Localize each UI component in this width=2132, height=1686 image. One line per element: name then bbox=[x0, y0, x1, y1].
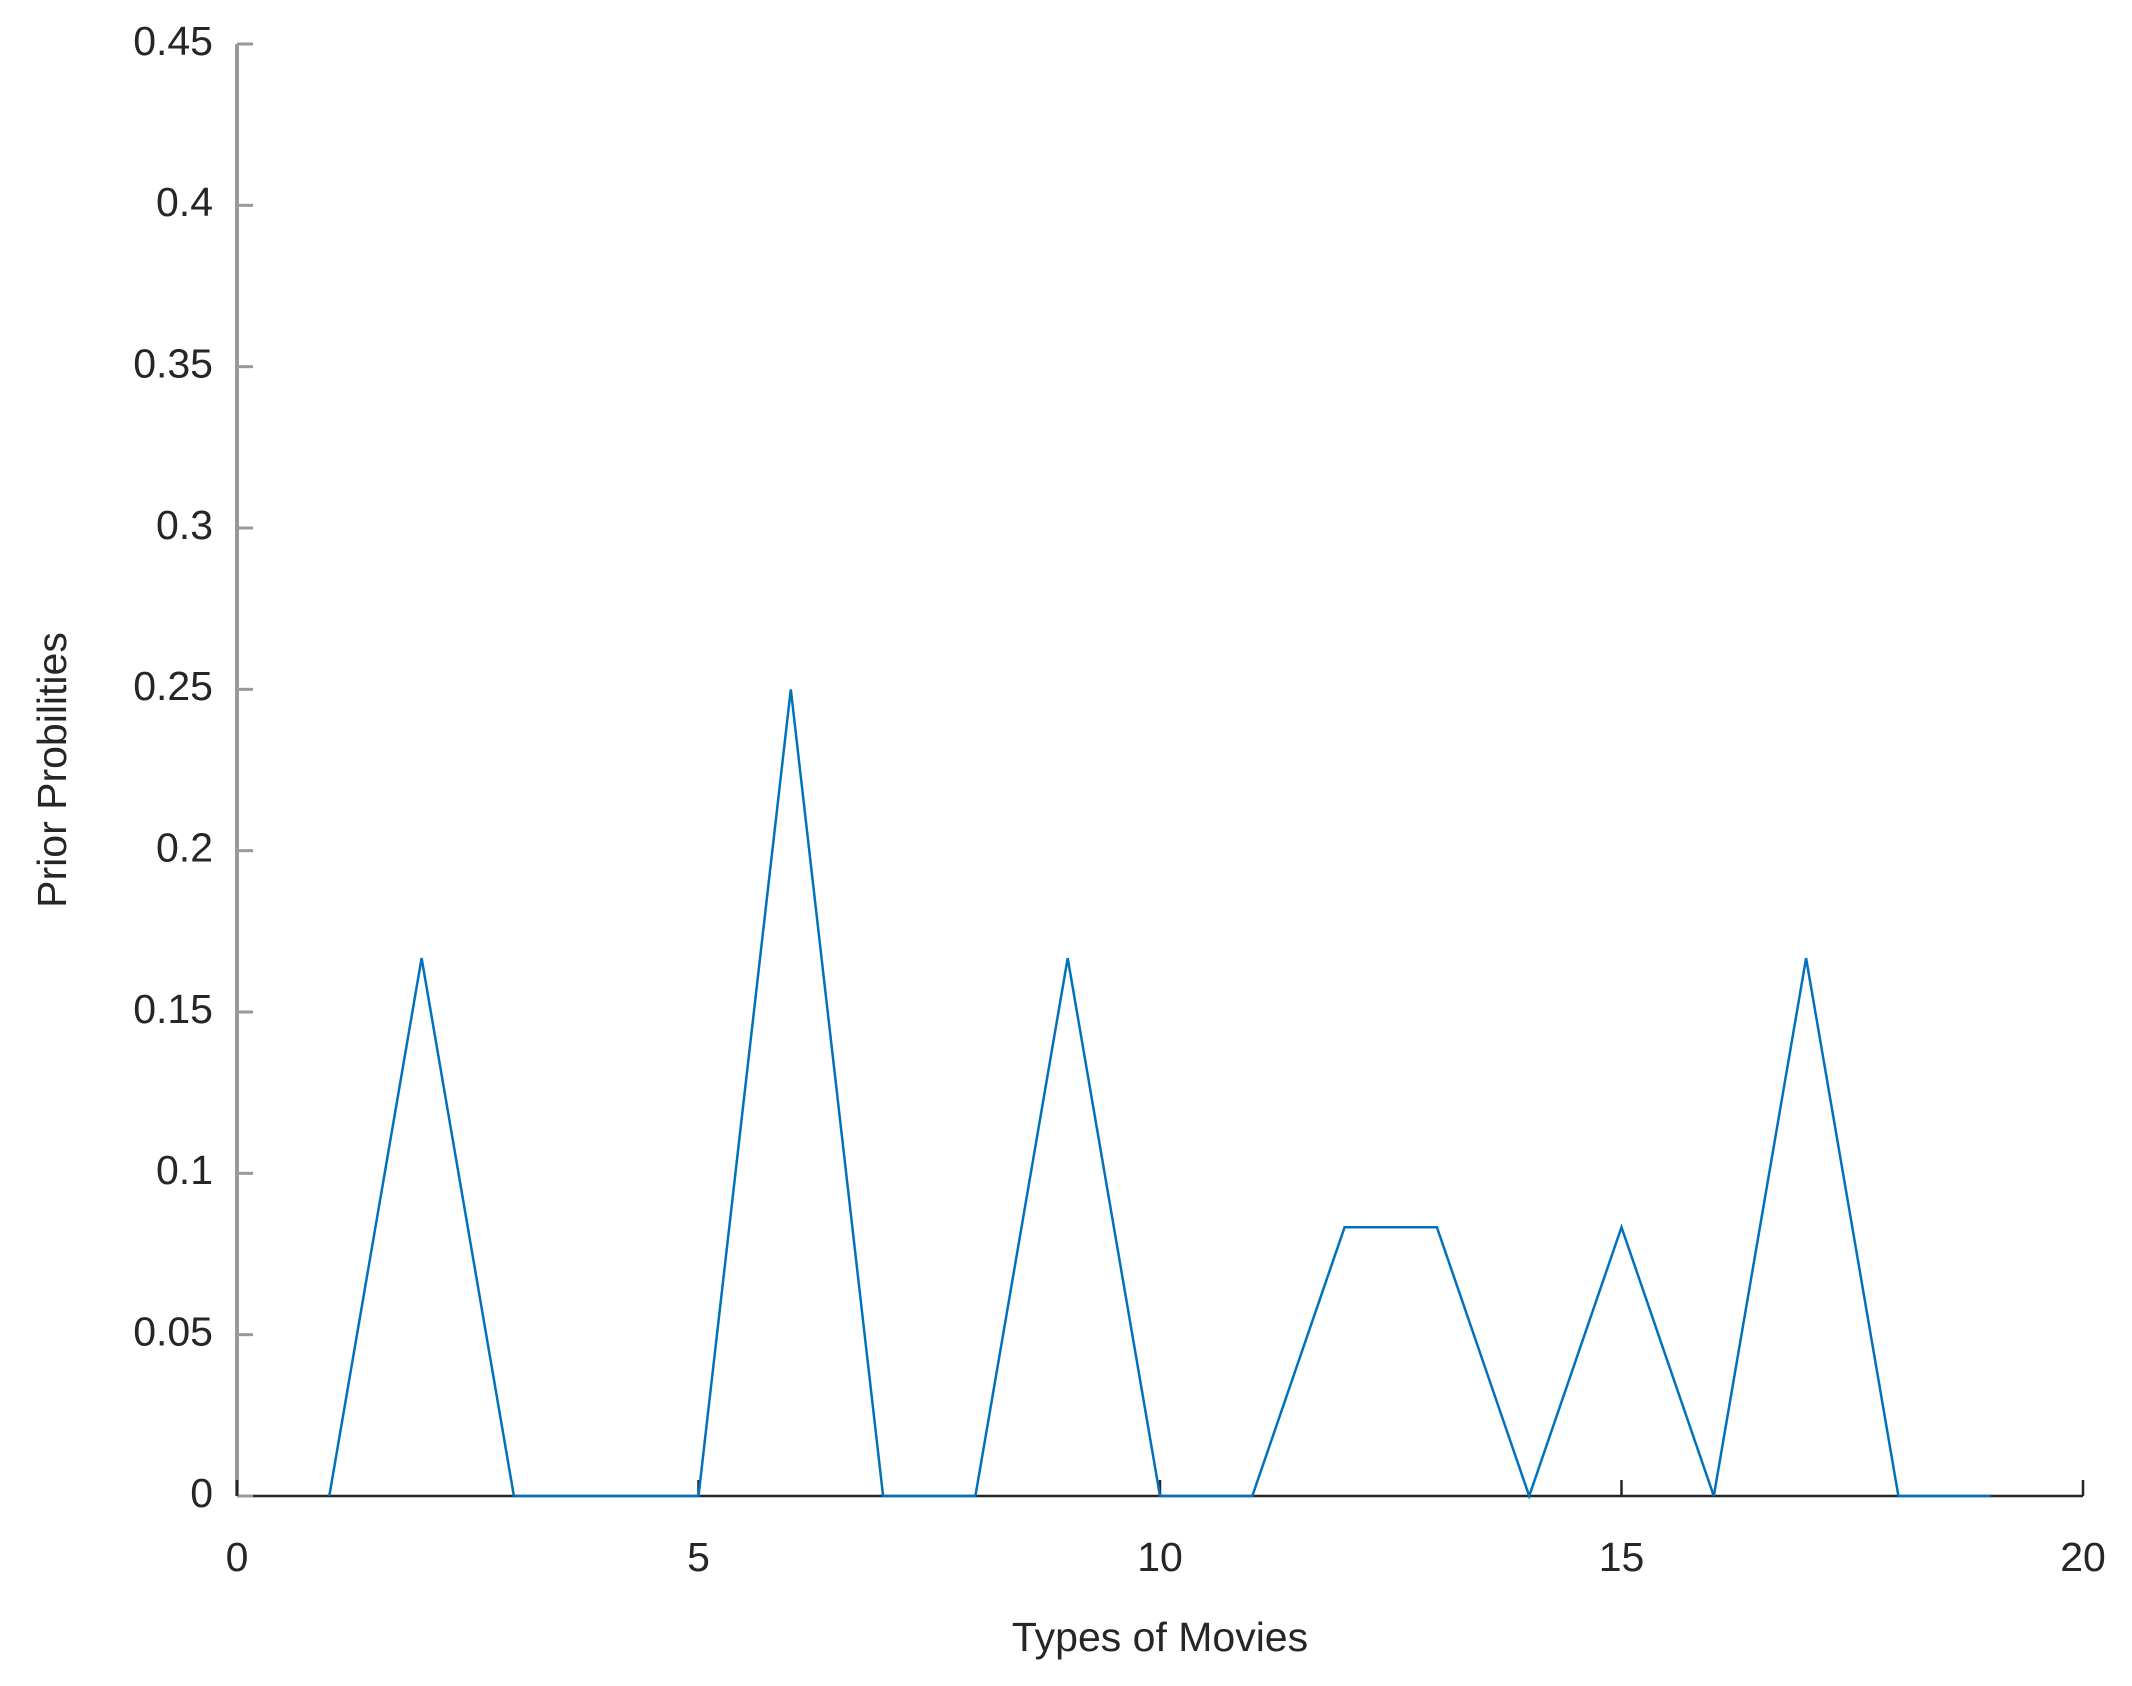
x-axis-title: Types of Movies bbox=[1012, 1614, 1308, 1660]
x-tick-label: 20 bbox=[2060, 1534, 2106, 1580]
y-tick-label: 0.05 bbox=[133, 1308, 213, 1354]
y-tick-label: 0.4 bbox=[156, 179, 213, 225]
y-axis-title: Prior Probilities bbox=[29, 632, 75, 908]
x-tick-label: 5 bbox=[687, 1534, 710, 1580]
x-tick-label: 10 bbox=[1137, 1534, 1183, 1580]
y-tick-label: 0.35 bbox=[133, 340, 213, 386]
y-tick-label: 0 bbox=[190, 1470, 213, 1516]
y-tick-label: 0.15 bbox=[133, 986, 213, 1032]
y-tick-label: 0.3 bbox=[156, 502, 213, 548]
y-tick-label: 0.25 bbox=[133, 663, 213, 709]
y-tick-label: 0.1 bbox=[156, 1147, 213, 1193]
y-tick-label: 0.45 bbox=[133, 18, 213, 64]
y-tick-label: 0.2 bbox=[156, 824, 213, 870]
x-tick-label: 15 bbox=[1599, 1534, 1645, 1580]
x-tick-label: 0 bbox=[226, 1534, 249, 1580]
data-line bbox=[328, 689, 1991, 1500]
